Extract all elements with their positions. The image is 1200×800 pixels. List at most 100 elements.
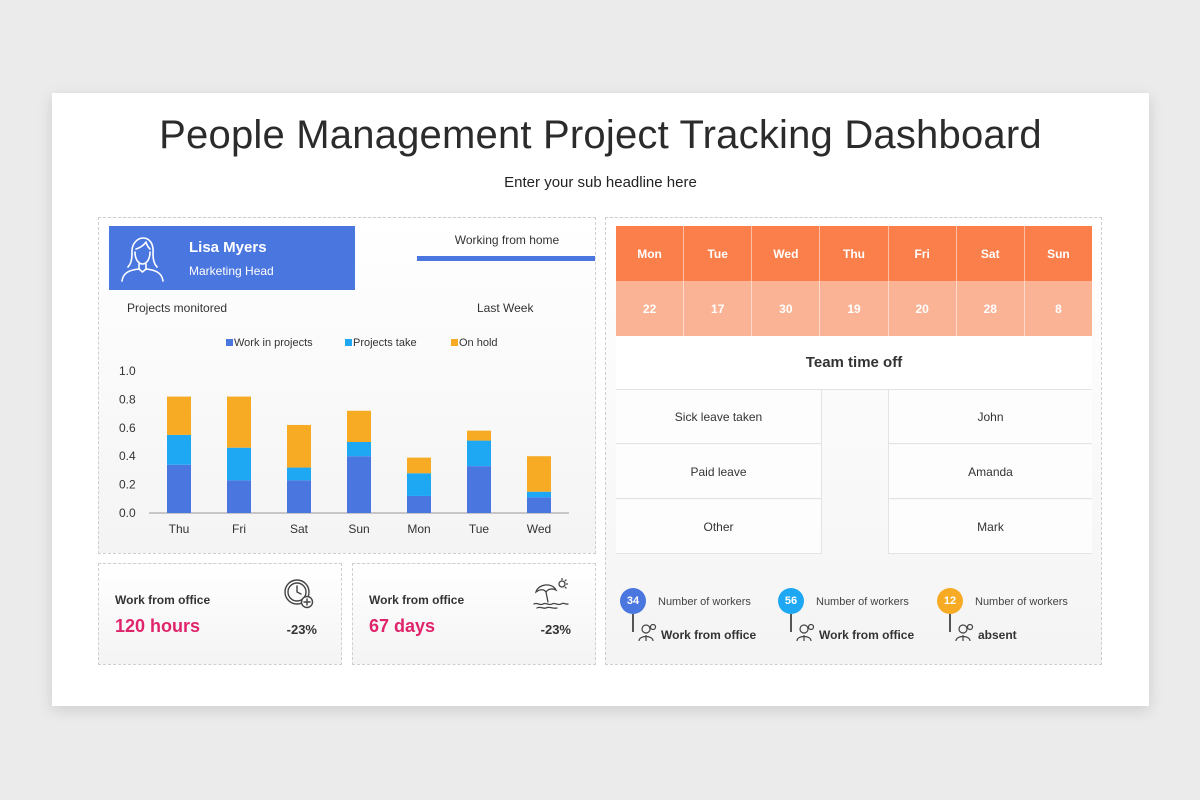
- employee-name-cell: Mark: [889, 500, 1092, 554]
- bar-segment: [347, 442, 371, 457]
- bar-segment: [527, 456, 551, 492]
- day-header: Thu: [820, 226, 889, 281]
- bar-segment: [167, 396, 191, 435]
- y-tick-label: 0.0: [119, 506, 136, 520]
- worker-count-badge: 56: [778, 588, 804, 614]
- bar-segment: [527, 491, 551, 498]
- card-value: 67 days: [369, 616, 436, 636]
- team-time-off-title: Team time off: [616, 336, 1092, 390]
- worker-stat-label: Work from office: [819, 628, 915, 642]
- office-hours-card: Work from office 120 hours -23%: [98, 563, 342, 665]
- leave-type-cell: Sick leave taken: [616, 390, 821, 444]
- legend-swatch: [345, 339, 352, 346]
- worker-count-label: Number of workers: [658, 596, 751, 608]
- legend-label: Work in projects: [234, 337, 313, 349]
- legend-swatch: [226, 339, 233, 346]
- bar-segment: [167, 464, 191, 513]
- day-header: Mon: [616, 226, 685, 281]
- worker-icon: [955, 623, 974, 642]
- legend-swatch: [451, 339, 458, 346]
- card-value: 120 hours: [115, 616, 201, 636]
- x-tick-label: Tue: [469, 522, 490, 536]
- office-days-card: Work from office 67 days -23%: [352, 563, 596, 665]
- bar-segment: [407, 495, 431, 513]
- bar-segment: [467, 440, 491, 467]
- worker-count-label: Number of workers: [975, 596, 1068, 608]
- worker-icon: [638, 623, 657, 642]
- card-change: -23%: [286, 622, 317, 637]
- day-header: Fri: [889, 226, 957, 281]
- page-title: People Management Project Tracking Dashb…: [159, 113, 1042, 157]
- card-change: -23%: [540, 622, 571, 637]
- y-tick-label: 1.0: [119, 364, 136, 378]
- working-from-home-bar: [417, 256, 595, 261]
- worker-count-badge: 12: [937, 588, 963, 614]
- card-label: Work from office: [369, 593, 465, 607]
- beach-umbrella-icon: [533, 578, 569, 609]
- bar-segment: [527, 497, 551, 513]
- card-label: Work from office: [115, 593, 211, 607]
- bar-segment: [467, 466, 491, 513]
- worker-stat-label: absent: [978, 628, 1017, 642]
- day-value: 20: [889, 281, 957, 336]
- day-value: 19: [820, 281, 889, 336]
- projects-bar-chart: Work in projects Projects take On hold 0.0 0…: [119, 337, 569, 536]
- calendar-values-row: 22 17 30 19 20 28 8: [616, 281, 1092, 336]
- pin-stem: [790, 614, 792, 632]
- pin-stem: [949, 614, 951, 632]
- worker-icon: [796, 623, 815, 642]
- table-divider: [821, 390, 889, 554]
- worker-count-label: Number of workers: [816, 596, 909, 608]
- bar-segment: [407, 457, 431, 474]
- bar-segment: [347, 410, 371, 442]
- slide: People Management Project Tracking Dashb…: [52, 93, 1149, 706]
- woman-avatar-icon: [121, 237, 164, 282]
- worker-stat: 56 Number of workers Work from office: [774, 588, 934, 648]
- projects-monitored-label: Projects monitored: [127, 301, 228, 315]
- working-from-home-label: Working from home: [454, 233, 560, 247]
- leave-type-cell: Paid leave: [616, 445, 821, 499]
- page-subtitle: Enter your sub headline here: [504, 174, 697, 191]
- y-tick-label: 0.6: [119, 421, 136, 435]
- bar-segment: [287, 424, 311, 468]
- day-value: 17: [684, 281, 753, 336]
- last-week-label[interactable]: Last Week: [477, 301, 534, 315]
- employee-name-cell: Amanda: [889, 445, 1092, 499]
- legend-label: Projects take: [353, 337, 417, 349]
- bar-segment: [467, 430, 491, 441]
- y-tick-label: 0.2: [119, 478, 136, 492]
- bar-segment: [287, 480, 311, 513]
- pin-stem: [632, 614, 634, 632]
- bar-segment: [227, 447, 251, 481]
- legend-label: On hold: [459, 337, 498, 349]
- y-tick-label: 0.4: [119, 449, 136, 463]
- day-header: Wed: [752, 226, 821, 281]
- x-tick-label: Thu: [169, 522, 190, 536]
- day-value: 22: [616, 281, 685, 336]
- profile-name: Lisa Myers: [189, 239, 267, 256]
- bar-segment: [227, 396, 251, 448]
- bar-segment: [347, 456, 371, 513]
- x-tick-label: Fri: [232, 522, 246, 536]
- x-tick-label: Sun: [348, 522, 369, 536]
- leave-type-cell: Other: [616, 500, 821, 554]
- time-off-panel: Mon Tue Wed Thu Fri Sat Sun 22 17 30 19 …: [605, 217, 1102, 665]
- employee-name-cell: John: [889, 390, 1092, 444]
- worker-count-badge: 34: [620, 588, 646, 614]
- bar-segment: [407, 473, 431, 496]
- profile-card[interactable]: Lisa Myers Marketing Head: [109, 226, 355, 290]
- x-tick-label: Wed: [527, 522, 551, 536]
- day-value: 30: [752, 281, 821, 336]
- worker-stat: 12 Number of workers absent: [933, 588, 1093, 648]
- bar-segment: [287, 467, 311, 481]
- day-header: Sat: [957, 226, 1025, 281]
- x-tick-label: Mon: [407, 522, 430, 536]
- bar-segment: [227, 480, 251, 513]
- day-value: 28: [957, 281, 1025, 336]
- worker-stat: 34 Number of workers Work from office: [616, 588, 776, 648]
- profile-role: Marketing Head: [189, 264, 274, 278]
- day-header: Tue: [684, 226, 753, 281]
- day-header: Sun: [1047, 246, 1070, 261]
- calendar-days-row: Mon Tue Wed Thu Fri Sat Sun: [616, 226, 1092, 281]
- worker-stat-label: Work from office: [661, 628, 757, 642]
